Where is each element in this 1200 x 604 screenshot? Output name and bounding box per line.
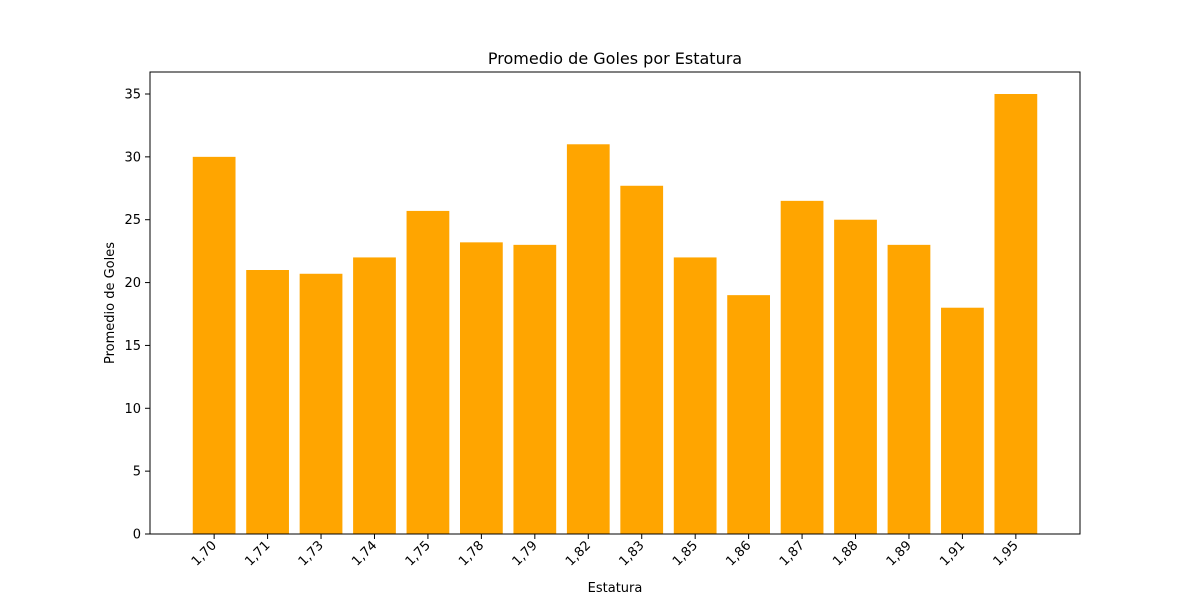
plot-frame — [149, 71, 1081, 535]
y-tick-label: 15 — [124, 339, 141, 354]
bar-1,78 — [460, 242, 503, 535]
y-tick-label: 35 — [124, 88, 141, 103]
y-tick-label: 5 — [133, 465, 141, 480]
y-tick-label: 30 — [124, 150, 141, 165]
bar-1,85 — [673, 257, 717, 534]
bar-1,73 — [299, 273, 343, 534]
bar-1,70 — [192, 156, 236, 534]
bar-1,88 — [834, 219, 877, 534]
y-axis-label: Promedio de Goles — [103, 242, 118, 364]
bar-1,82 — [566, 144, 610, 535]
y-tick-label: 25 — [124, 213, 141, 228]
y-tick-label: 0 — [133, 528, 141, 543]
bar-1,87 — [780, 200, 824, 534]
bar-1,79 — [513, 244, 557, 534]
bars-group — [192, 94, 1038, 535]
bar-1,83 — [620, 185, 664, 534]
bar-1,91 — [941, 307, 984, 534]
bar-1,89 — [887, 244, 931, 534]
bar-1,75 — [406, 210, 450, 534]
y-tick-label: 20 — [124, 276, 141, 291]
bar-1,71 — [246, 270, 289, 534]
x-axis-label: Estatura — [588, 581, 643, 596]
bar-1,86 — [727, 295, 770, 534]
y-axis-ticks: 0 5 10 15 20 25 30 35 — [124, 88, 150, 543]
y-tick-label: 10 — [124, 402, 141, 417]
chart-title: Promedio de Goles por Estatura — [488, 49, 742, 68]
bar-1,74 — [353, 257, 396, 534]
bar-1,95 — [994, 94, 1038, 534]
